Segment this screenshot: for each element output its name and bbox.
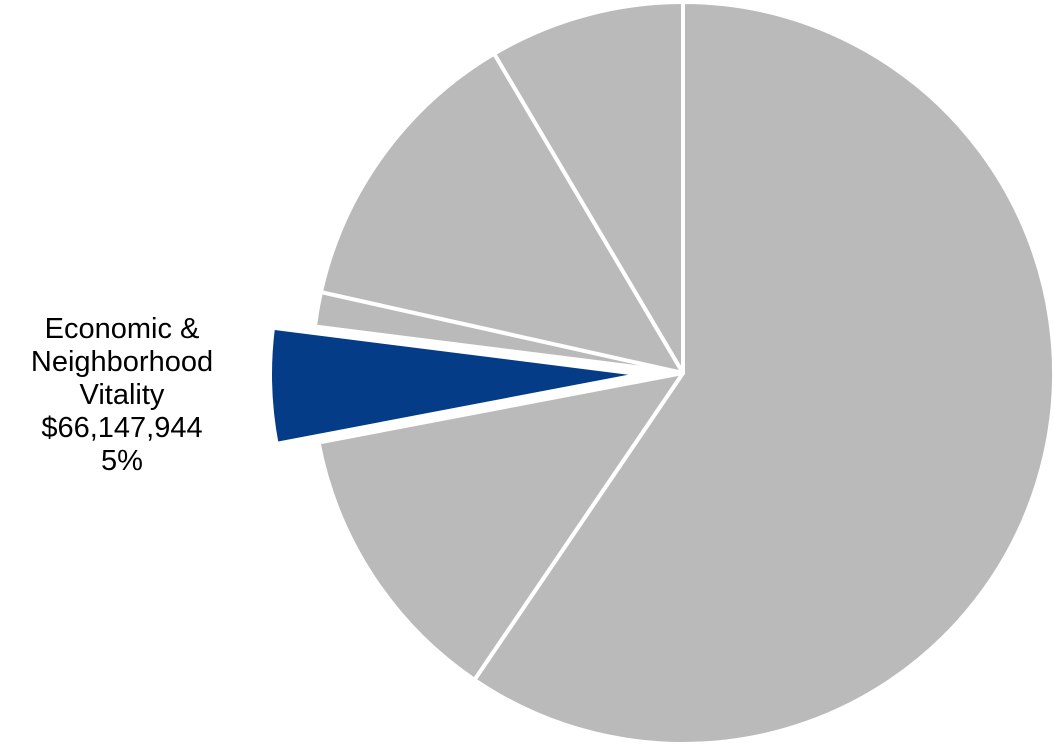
label-line-1: Economic & xyxy=(44,313,200,345)
pie-slice xyxy=(492,0,685,375)
highlight-slice-label: Economic & Neighborhood Vitality $66,147… xyxy=(0,313,244,478)
label-amount: $66,147,944 xyxy=(41,412,203,444)
pie-slice xyxy=(318,51,685,375)
label-line-3: Vitality xyxy=(79,379,165,411)
label-percent: 5% xyxy=(101,445,143,477)
pie-slice xyxy=(472,0,1054,745)
pie-slice xyxy=(316,371,685,682)
label-line-2: Neighborhood xyxy=(30,346,214,378)
pie-slices xyxy=(268,0,1054,745)
pie-slice-highlighted xyxy=(268,325,644,446)
